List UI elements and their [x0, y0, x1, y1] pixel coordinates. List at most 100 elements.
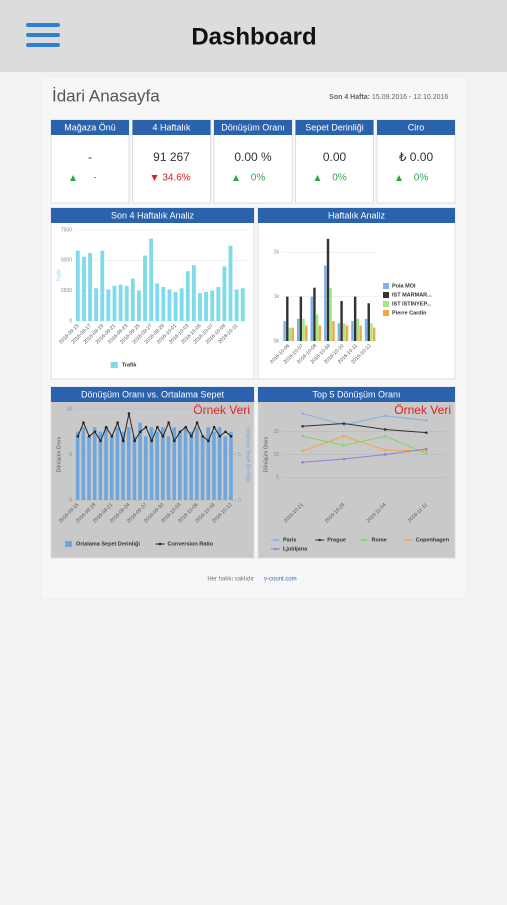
line: [302, 435, 427, 455]
bar: [343, 323, 346, 341]
bar: [161, 427, 165, 500]
bar: [332, 321, 335, 341]
bar: [291, 327, 294, 341]
annotation: Örnek Veri: [193, 403, 250, 417]
bar: [370, 323, 373, 341]
kpi-value: ₺ 0.00: [399, 150, 434, 164]
legend-label: Pola MOI: [392, 283, 416, 289]
chart-header: [51, 387, 254, 402]
bar: [326, 238, 330, 341]
app-title: Dashboard: [191, 23, 316, 50]
menu-line: [26, 23, 60, 27]
bar: [81, 427, 86, 500]
bar: [75, 250, 80, 321]
kpi-header: [295, 120, 374, 135]
bar: [337, 323, 341, 341]
bar: [88, 253, 92, 321]
bar: [345, 325, 349, 341]
y-axis-label: Dönüşüm Oranı: [56, 437, 62, 472]
y-tick-label: 5: [69, 452, 72, 458]
point: [150, 439, 153, 443]
bar: [329, 287, 332, 341]
point: [218, 435, 222, 438]
point: [383, 448, 387, 452]
y-tick-label: 2k: [274, 250, 280, 256]
legend-swatch-dot: [406, 538, 410, 542]
bar: [283, 321, 286, 341]
bar: [109, 436, 114, 500]
y2-tick-label: 0: [238, 497, 241, 503]
legend-swatch-dot: [274, 547, 277, 551]
bar: [183, 427, 188, 500]
chart-header: [258, 387, 455, 402]
kpi-value: 91 267: [153, 150, 190, 164]
range-label: Son 4 Hafta:: [329, 94, 370, 101]
menu-button[interactable]: [26, 23, 60, 47]
point: [173, 439, 176, 443]
point: [425, 419, 428, 422]
bar: [87, 436, 91, 500]
bar: [318, 325, 322, 341]
point: [127, 412, 131, 415]
legend-swatch: [383, 283, 389, 289]
kpi-change: -: [93, 173, 96, 184]
kpi-title: Sepet Derinliği: [305, 122, 364, 132]
kpi-value: -: [88, 150, 92, 164]
legend-swatch-dot: [158, 542, 162, 546]
chart-title: Top 5 Dönüşüm Oranı: [312, 389, 400, 399]
bar: [121, 431, 125, 500]
y-tick-label: 0: [69, 318, 72, 324]
range: 15.09.2016 - 12.10.2016: [372, 94, 448, 101]
kpi-value: 0.00 %: [234, 150, 272, 164]
point: [383, 414, 387, 418]
point: [104, 425, 108, 429]
point: [301, 424, 304, 428]
kpi-header: [132, 120, 211, 135]
y2-tick-label: 10: [238, 406, 244, 412]
kpi-title: Ciro: [408, 122, 425, 132]
bar: [359, 325, 362, 341]
point: [167, 421, 170, 424]
bar: [161, 287, 166, 321]
kpi-title: 4 Haftalık: [152, 122, 191, 132]
bar: [305, 325, 308, 341]
point: [224, 430, 227, 434]
trend-arrow: [233, 175, 239, 181]
line: [77, 413, 232, 443]
legend-label: Trafik: [122, 362, 138, 368]
bar: [367, 303, 370, 341]
y-tick-label: 0k: [274, 338, 280, 344]
point: [383, 453, 387, 456]
kpi-title: Dönüşüm Oranı: [221, 122, 285, 132]
bar: [324, 265, 327, 341]
chart-card: Top 5 Dönüşüm Oranı Örnek Veri 5 10 15 Dönüşü…: [257, 386, 456, 559]
line: [302, 448, 427, 463]
annotation: Örnek Veri: [394, 403, 451, 417]
bar: [112, 285, 117, 321]
footer-link[interactable]: v-count.com: [264, 577, 297, 583]
bar: [310, 296, 313, 341]
bar: [136, 290, 141, 321]
bar: [228, 245, 233, 321]
point: [156, 425, 159, 429]
bar: [173, 291, 178, 321]
legend-label: Copenhagen: [416, 537, 450, 543]
bar: [191, 265, 196, 321]
point: [190, 435, 193, 438]
point: [133, 439, 136, 443]
bar: [143, 436, 148, 500]
point: [121, 439, 125, 443]
chart-card: Dönüşüm Oranı vs. Ortalama Sepet Örnek Ve…: [50, 386, 255, 559]
top-bar: [0, 0, 507, 72]
point: [207, 439, 210, 443]
legend-swatch-dot: [274, 538, 277, 542]
legend-label: Paris: [283, 537, 296, 543]
bar: [206, 427, 211, 500]
y-tick-label: 2500: [61, 288, 72, 294]
bar: [166, 436, 171, 500]
chart-card: Son 4 Haftalık Analiz 0 2500 5000 7500 Trafik…: [50, 207, 255, 380]
legend-label: Prague: [327, 537, 346, 543]
legend-label: Rome: [372, 537, 387, 543]
bar: [302, 318, 305, 341]
